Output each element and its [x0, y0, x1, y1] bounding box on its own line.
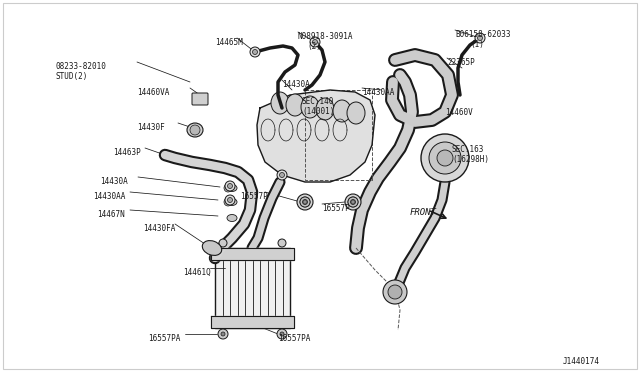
- Text: 22365P: 22365P: [447, 58, 475, 67]
- Ellipse shape: [187, 123, 203, 137]
- Circle shape: [225, 181, 235, 191]
- Ellipse shape: [333, 100, 351, 122]
- Circle shape: [218, 329, 228, 339]
- Circle shape: [383, 280, 407, 304]
- Text: STUD(2): STUD(2): [55, 72, 88, 81]
- Ellipse shape: [301, 96, 319, 118]
- Text: 14465M: 14465M: [215, 38, 243, 47]
- Text: (2): (2): [307, 42, 321, 51]
- Circle shape: [227, 183, 232, 189]
- Text: 14430F: 14430F: [137, 123, 164, 132]
- Circle shape: [388, 285, 402, 299]
- Ellipse shape: [227, 215, 237, 221]
- Circle shape: [221, 332, 225, 336]
- Circle shape: [351, 199, 355, 205]
- Ellipse shape: [271, 92, 289, 114]
- Circle shape: [280, 173, 285, 177]
- Circle shape: [227, 198, 232, 202]
- Circle shape: [312, 39, 317, 45]
- Text: 08233-82010: 08233-82010: [55, 62, 106, 71]
- Text: FRONT: FRONT: [410, 208, 437, 217]
- Text: 14460VA: 14460VA: [137, 88, 170, 97]
- Circle shape: [219, 239, 227, 247]
- Text: N08918-3091A: N08918-3091A: [298, 32, 353, 41]
- Text: 16557P: 16557P: [322, 204, 349, 213]
- Circle shape: [300, 197, 310, 207]
- Ellipse shape: [227, 185, 237, 192]
- Circle shape: [303, 199, 307, 205]
- Polygon shape: [257, 90, 375, 182]
- Circle shape: [429, 142, 461, 174]
- Circle shape: [225, 195, 235, 205]
- Text: 14430FA: 14430FA: [143, 224, 175, 233]
- Text: 14461Q: 14461Q: [183, 268, 211, 277]
- Circle shape: [250, 47, 260, 57]
- Polygon shape: [211, 316, 294, 328]
- Ellipse shape: [316, 98, 334, 120]
- Circle shape: [345, 194, 361, 210]
- Text: 16557PA: 16557PA: [278, 334, 310, 343]
- Circle shape: [351, 200, 355, 204]
- Text: 14467N: 14467N: [97, 210, 125, 219]
- Circle shape: [253, 49, 257, 55]
- Text: (14001): (14001): [302, 107, 334, 116]
- Circle shape: [190, 125, 200, 135]
- Circle shape: [310, 37, 320, 47]
- Circle shape: [421, 134, 469, 182]
- Circle shape: [280, 332, 284, 336]
- Ellipse shape: [347, 102, 365, 124]
- Text: 14430A: 14430A: [100, 177, 128, 186]
- Text: SEC.140: SEC.140: [302, 97, 334, 106]
- Text: 14430A: 14430A: [282, 80, 310, 89]
- Circle shape: [278, 239, 286, 247]
- Polygon shape: [211, 248, 294, 260]
- Polygon shape: [215, 248, 290, 328]
- Circle shape: [475, 33, 485, 43]
- Circle shape: [300, 197, 310, 207]
- Circle shape: [348, 197, 358, 207]
- Text: 14463P: 14463P: [113, 148, 141, 157]
- Ellipse shape: [202, 241, 221, 256]
- Text: 16557P: 16557P: [240, 192, 268, 201]
- Ellipse shape: [227, 199, 237, 205]
- Ellipse shape: [286, 94, 304, 116]
- Circle shape: [224, 184, 232, 192]
- Circle shape: [297, 194, 313, 210]
- Circle shape: [303, 200, 307, 204]
- Text: 16557PA: 16557PA: [148, 334, 180, 343]
- Text: J1440174: J1440174: [563, 357, 600, 366]
- Text: 14430AA: 14430AA: [93, 192, 125, 201]
- Text: 14430AA: 14430AA: [362, 88, 394, 97]
- FancyBboxPatch shape: [192, 93, 208, 105]
- Circle shape: [348, 197, 358, 207]
- Text: (1): (1): [470, 40, 484, 49]
- Text: 14460V: 14460V: [445, 108, 473, 117]
- Text: B06158-62033: B06158-62033: [455, 30, 511, 39]
- Circle shape: [224, 198, 232, 206]
- Circle shape: [277, 329, 287, 339]
- Text: (16298H): (16298H): [452, 155, 489, 164]
- Text: SEC.163: SEC.163: [452, 145, 484, 154]
- Circle shape: [437, 150, 453, 166]
- Circle shape: [277, 170, 287, 180]
- Circle shape: [477, 35, 483, 41]
